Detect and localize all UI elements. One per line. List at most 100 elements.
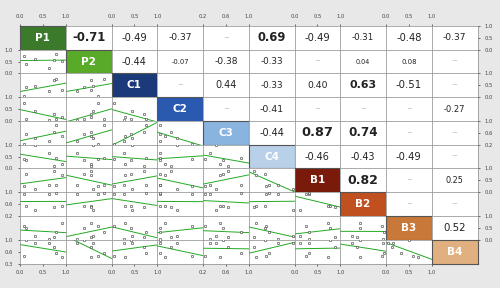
Point — [140, 164, 148, 168]
Point — [261, 203, 269, 208]
Point — [356, 255, 364, 260]
Point — [46, 241, 54, 245]
Point — [50, 169, 58, 173]
Point — [50, 245, 58, 250]
Point — [80, 85, 88, 90]
Point — [52, 156, 60, 160]
Point — [220, 171, 228, 176]
Point — [22, 62, 30, 66]
Text: -0.46: -0.46 — [305, 151, 330, 162]
Point — [262, 192, 270, 196]
Text: P1: P1 — [36, 33, 51, 43]
Point — [206, 236, 214, 241]
Point — [128, 187, 136, 192]
Point — [356, 221, 364, 225]
Text: -0.41: -0.41 — [260, 105, 283, 113]
Point — [52, 51, 60, 56]
Point — [86, 114, 94, 119]
Point — [86, 162, 94, 167]
Point — [140, 129, 148, 134]
Point — [188, 254, 196, 258]
Point — [236, 251, 244, 255]
Point — [46, 183, 54, 187]
Point — [128, 136, 136, 141]
Point — [31, 187, 39, 192]
Point — [326, 203, 334, 208]
Text: B3: B3 — [401, 223, 416, 233]
Point — [120, 118, 128, 122]
Point — [20, 184, 28, 188]
Text: -0.44: -0.44 — [122, 56, 147, 67]
Point — [156, 203, 164, 208]
Point — [200, 184, 208, 188]
Point — [20, 94, 28, 98]
Point — [384, 241, 392, 245]
Point — [388, 245, 396, 250]
Text: C1: C1 — [127, 80, 142, 90]
Point — [290, 234, 298, 239]
Text: 0.25: 0.25 — [446, 176, 464, 185]
Point — [46, 151, 54, 156]
Text: -0.37: -0.37 — [443, 33, 466, 42]
Point — [236, 191, 244, 196]
Point — [88, 208, 96, 212]
Point — [80, 158, 88, 162]
Point — [58, 221, 66, 225]
Point — [52, 191, 60, 196]
Point — [50, 78, 58, 83]
Point — [127, 238, 135, 242]
Point — [252, 173, 260, 177]
Point — [31, 57, 39, 62]
Point — [188, 184, 196, 188]
Point — [100, 117, 108, 122]
Point — [166, 164, 174, 168]
Text: ~: ~ — [452, 82, 458, 88]
Point — [88, 240, 96, 245]
Point — [50, 58, 58, 63]
Point — [110, 157, 118, 162]
Text: 0.82: 0.82 — [348, 174, 378, 187]
Point — [86, 164, 94, 168]
Point — [305, 191, 313, 196]
Point — [140, 234, 148, 239]
Point — [332, 234, 340, 239]
Point — [50, 205, 58, 210]
Point — [120, 236, 128, 241]
Point — [353, 234, 361, 239]
Text: 0.69: 0.69 — [258, 31, 286, 44]
Point — [88, 84, 96, 89]
Point — [94, 192, 102, 196]
Point — [140, 205, 148, 210]
Point — [224, 169, 232, 173]
Text: 0.63: 0.63 — [350, 80, 376, 90]
Point — [31, 136, 39, 141]
Text: -0.51: -0.51 — [396, 80, 422, 90]
Point — [86, 112, 94, 116]
Text: C3: C3 — [218, 128, 234, 138]
Point — [220, 203, 228, 208]
Point — [142, 230, 150, 234]
Point — [296, 234, 304, 239]
Text: 0.44: 0.44 — [215, 80, 236, 90]
Text: ~: ~ — [452, 154, 458, 160]
Point — [110, 254, 118, 258]
Point — [142, 123, 150, 128]
Text: -0.37: -0.37 — [168, 33, 192, 42]
Point — [72, 183, 80, 187]
Point — [206, 241, 214, 245]
Point — [142, 156, 150, 160]
Point — [128, 240, 136, 245]
Point — [22, 238, 30, 242]
Text: ~: ~ — [360, 106, 366, 112]
Point — [80, 132, 88, 137]
Point — [162, 162, 170, 167]
Point — [142, 183, 150, 187]
Point — [156, 156, 164, 160]
Point — [274, 183, 282, 187]
Point — [261, 171, 269, 176]
Point — [120, 151, 128, 156]
Point — [121, 255, 129, 260]
Point — [121, 114, 129, 119]
Point — [200, 157, 208, 162]
Point — [414, 255, 422, 260]
